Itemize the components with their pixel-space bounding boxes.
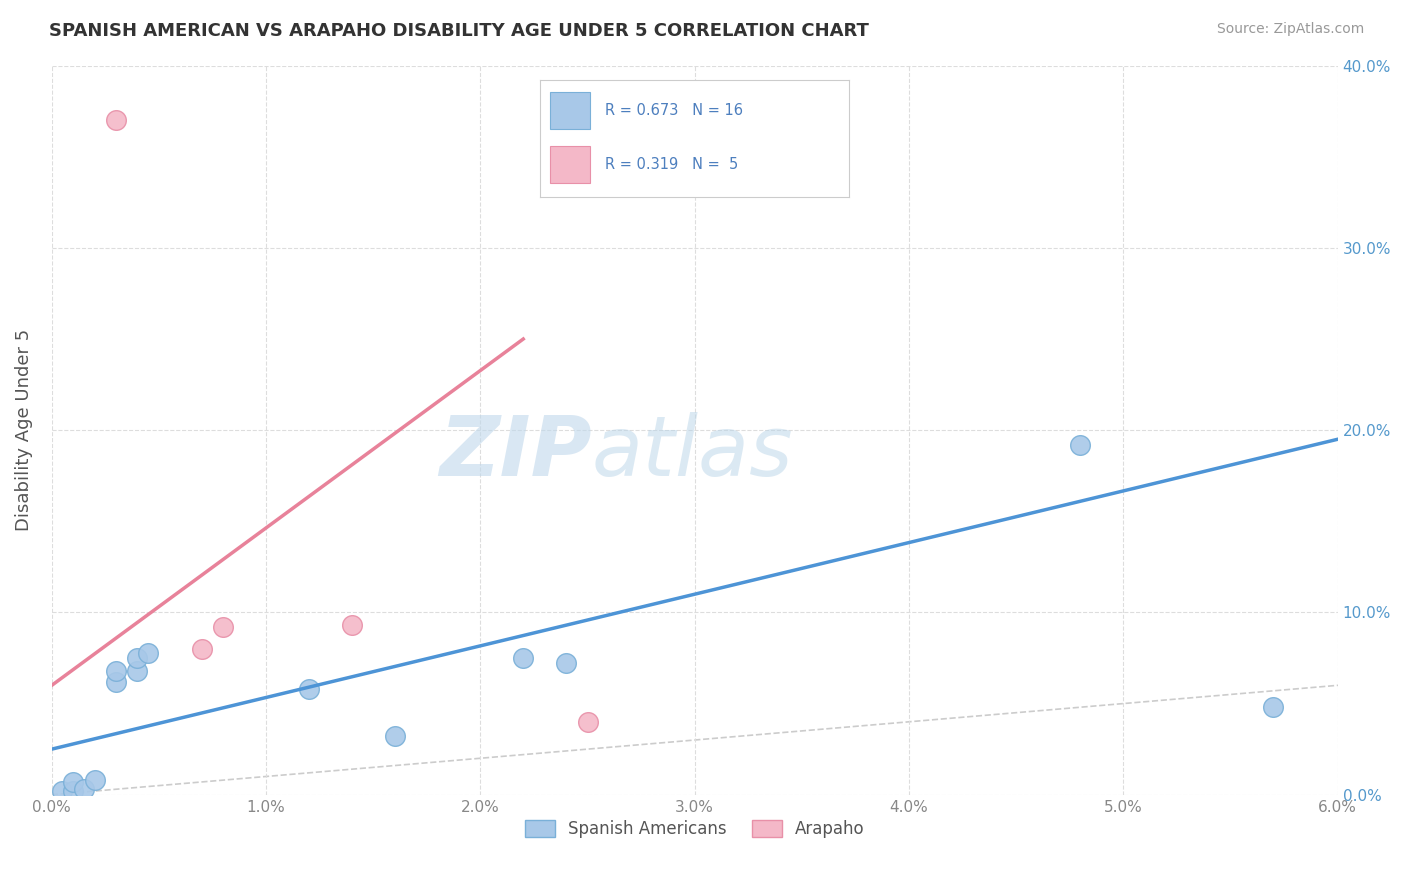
- Point: [83, 773, 105, 788]
- Point: [340, 618, 363, 632]
- Point: [191, 641, 214, 656]
- Point: [212, 620, 235, 634]
- Point: [62, 784, 84, 798]
- Text: ZIP: ZIP: [439, 411, 592, 492]
- Point: [105, 664, 128, 678]
- Point: [1263, 700, 1285, 714]
- Legend: Spanish Americans, Arapaho: Spanish Americans, Arapaho: [517, 814, 872, 845]
- Text: Source: ZipAtlas.com: Source: ZipAtlas.com: [1216, 22, 1364, 37]
- Point: [73, 782, 96, 797]
- Point: [298, 681, 321, 696]
- Point: [127, 664, 149, 678]
- Point: [51, 784, 73, 798]
- Point: [555, 657, 578, 671]
- Point: [576, 714, 599, 729]
- Point: [105, 113, 128, 128]
- Point: [512, 651, 534, 665]
- Y-axis label: Disability Age Under 5: Disability Age Under 5: [15, 329, 32, 532]
- Text: atlas: atlas: [592, 411, 793, 492]
- Point: [136, 646, 159, 660]
- Point: [127, 651, 149, 665]
- Text: SPANISH AMERICAN VS ARAPAHO DISABILITY AGE UNDER 5 CORRELATION CHART: SPANISH AMERICAN VS ARAPAHO DISABILITY A…: [49, 22, 869, 40]
- Point: [384, 730, 406, 744]
- Point: [62, 775, 84, 789]
- Point: [1069, 438, 1091, 452]
- Point: [105, 674, 128, 689]
